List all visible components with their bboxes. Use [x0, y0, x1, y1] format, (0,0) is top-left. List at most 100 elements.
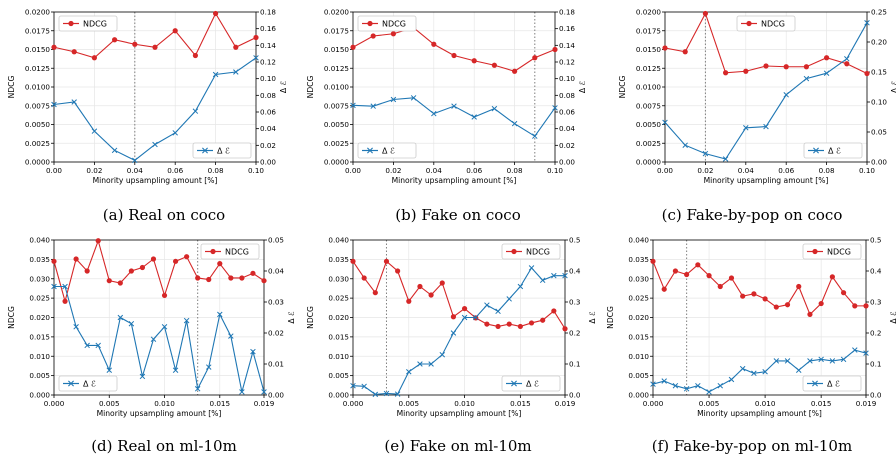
ndcg-point-7 [428, 292, 434, 298]
y-left-tick-label-3: 0.0075 [636, 101, 661, 110]
x-tick-label-0: 0.000 [643, 399, 664, 408]
ndcg-point-6 [417, 283, 423, 290]
y-left-tick-label-5: 0.025 [328, 294, 349, 303]
delta-point-1 [62, 283, 68, 290]
y-left-tick-label-0: 0.0000 [25, 158, 51, 167]
y-right-tick-label-3: 0.03 [268, 298, 284, 307]
y-left-tick-label-6: 0.030 [328, 274, 349, 283]
ndcg-point-10 [253, 34, 259, 41]
x-tick-label-1: 0.005 [699, 399, 720, 408]
delta-point-19 [863, 350, 869, 356]
delta-point-17 [239, 389, 245, 395]
y-left-tick-label-3: 0.015 [29, 332, 50, 341]
delta-point-5 [451, 103, 457, 109]
legend-delta-label: Δ ℰ [217, 147, 230, 156]
y-left-tick-label-8: 0.040 [328, 236, 349, 245]
delta-point-10 [864, 20, 870, 26]
delta-point-4 [95, 342, 101, 349]
y-right-tick-label-4: 0.08 [559, 91, 575, 100]
legend-delta-marker [367, 147, 373, 154]
ndcg-point-16 [528, 320, 535, 326]
delta-point-16 [829, 358, 836, 364]
plot-5: 0.000 0.005 0.010 0.015 0.019 0.000 0.005 0.010… [606, 236, 896, 419]
x-tick-label-0: 0.000 [44, 399, 65, 408]
ndcg-point-9 [844, 61, 850, 67]
y-left-tick-label-6: 0.0150 [636, 45, 662, 54]
delta-point-2 [702, 150, 709, 157]
ndcg-point-7 [728, 275, 735, 281]
delta-point-0 [51, 283, 57, 290]
ndcg-point-7 [491, 62, 497, 68]
delta-point-10 [253, 55, 259, 61]
y-left-tick-label-7: 0.035 [328, 255, 349, 264]
delta-point-6 [471, 114, 477, 120]
ndcg-point-10 [552, 46, 558, 53]
delta-point-17 [539, 277, 546, 284]
ndcg-point-8 [511, 68, 518, 74]
y-left-tick-label-1: 0.0025 [324, 139, 349, 148]
ndcg-point-4 [395, 268, 401, 274]
ndcg-point-3 [723, 70, 729, 76]
delta-point-3 [722, 156, 729, 162]
legend-ndcg-frame [58, 15, 118, 32]
y-right-tick-label-3: 0.06 [559, 108, 575, 117]
ndcg-point-5 [706, 273, 712, 279]
ndcg-point-1 [62, 298, 68, 304]
delta-point-13 [194, 386, 201, 392]
y-left-tick-label-1: 0.005 [29, 371, 50, 380]
delta-point-8 [139, 373, 146, 380]
caption-d: (d) Real on ml-10m [91, 437, 237, 455]
y-left-tick-label-2: 0.0050 [636, 120, 662, 129]
ndcg-point-8 [139, 264, 146, 271]
delta-point-11 [773, 358, 780, 364]
delta-point-11 [472, 314, 479, 321]
y-right-tick-label-4: 0.20 [871, 38, 887, 47]
y-left-tick-label-3: 0.015 [628, 332, 649, 341]
delta-point-5 [106, 367, 113, 373]
delta-point-1 [361, 383, 367, 390]
delta-point-7 [728, 376, 735, 383]
ndcg-point-9 [150, 256, 157, 262]
y-right-tick-label-8: 0.16 [260, 24, 276, 33]
y-right-tick-label-5: 0.05 [268, 236, 284, 245]
y-right-tick-label-1: 0.02 [260, 141, 276, 150]
y-right-tick-label-2: 0.10 [871, 98, 887, 107]
delta-point-19 [261, 389, 267, 395]
x-tick-label-1: 0.02 [86, 166, 102, 175]
delta-point-4 [132, 157, 138, 164]
ndcg-point-4 [132, 41, 138, 47]
legend-delta-label: Δ ℰ [382, 147, 395, 156]
y-left-tick-label-7: 0.0175 [324, 26, 349, 35]
legend-ndcg: NDCG [501, 243, 561, 260]
y-right-tick-label-0: 0.00 [260, 158, 276, 167]
y-right-axis-label: Δ ℰ [889, 311, 896, 324]
delta-point-2 [372, 391, 379, 398]
ndcg-point-13 [195, 275, 201, 281]
legend-delta: Δ ℰ [501, 375, 561, 392]
delta-point-8 [739, 365, 746, 372]
legend-delta-frame [501, 375, 561, 392]
x-tick-label-0: 0.000 [343, 399, 364, 408]
y-right-axis-label: Δ ℰ [279, 81, 288, 94]
delta-series-line [652, 349, 867, 393]
delta-point-6 [783, 92, 789, 98]
ndcg-point-3 [684, 271, 690, 278]
delta-point-5 [706, 389, 712, 395]
delta-point-0 [51, 101, 57, 108]
legend-ndcg-label: NDCG [526, 248, 550, 257]
ndcg-point-9 [532, 55, 538, 61]
y-left-tick-label-0: 0.000 [628, 391, 649, 400]
delta-point-6 [417, 361, 423, 367]
x-tick-label-2: 0.010 [454, 399, 475, 408]
y-right-axis-label: Δ ℰ [890, 81, 896, 94]
ndcg-point-3 [383, 258, 390, 264]
ndcg-point-14 [807, 311, 813, 317]
y-left-tick-label-0: 0.0000 [636, 158, 662, 167]
y-right-tick-label-0: 0.0 [870, 391, 882, 400]
ndcg-point-16 [228, 275, 234, 281]
y-left-tick-label-8: 0.0200 [636, 8, 662, 17]
y-right-tick-label-1: 0.05 [871, 128, 887, 137]
ndcg-point-12 [184, 254, 190, 260]
